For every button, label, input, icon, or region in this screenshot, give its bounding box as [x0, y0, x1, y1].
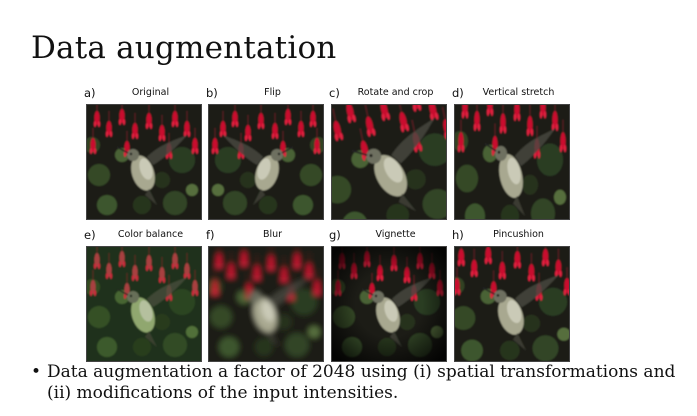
augmentation-figure: a) Original b) Flip c) Rotate and crop d…	[84, 86, 576, 362]
panel-letter: c)	[329, 86, 340, 100]
hummingbird-image	[208, 246, 324, 362]
panel-caption: h) Pincushion	[452, 228, 569, 246]
slide-title: Data augmentation	[31, 30, 337, 66]
panel-label: Flip	[264, 87, 281, 98]
panel-letter: h)	[452, 228, 464, 242]
panel-caption: g) Vignette	[329, 228, 446, 246]
panel-label: Original	[131, 87, 170, 98]
panel-letter: b)	[206, 86, 218, 100]
hummingbird-image	[86, 246, 202, 362]
panel-letter: a)	[84, 86, 96, 100]
hummingbird-image	[331, 104, 447, 220]
panel-label: Color balance	[117, 229, 184, 240]
panel-caption: a) Original	[84, 86, 201, 104]
panel-label: Pincushion	[493, 229, 544, 240]
hummingbird-image	[331, 246, 447, 362]
panel-caption: e) Color balance	[84, 228, 201, 246]
panel-label: Rotate and crop	[357, 87, 434, 98]
hummingbird-image	[86, 104, 202, 220]
panel-caption: c) Rotate and crop	[329, 86, 446, 104]
panel-caption: b) Flip	[206, 86, 323, 104]
panel-caption: f) Blur	[206, 228, 323, 246]
bullet-marker: •	[31, 362, 42, 382]
panel-letter: d)	[452, 86, 464, 100]
panel-letter: e)	[84, 228, 96, 242]
panel-label: Blur	[262, 229, 283, 240]
panel-label: Vignette	[375, 229, 416, 240]
panel-letter: g)	[329, 228, 341, 242]
hummingbird-image	[454, 246, 570, 362]
panel-caption: d) Vertical stretch	[452, 86, 569, 104]
bullet-text: Data augmentation a factor of 2048 using…	[47, 362, 676, 403]
hummingbird-image	[208, 104, 324, 220]
hummingbird-image	[454, 104, 570, 220]
panel-label: Vertical stretch	[482, 87, 555, 98]
panel-letter: f)	[206, 228, 215, 242]
